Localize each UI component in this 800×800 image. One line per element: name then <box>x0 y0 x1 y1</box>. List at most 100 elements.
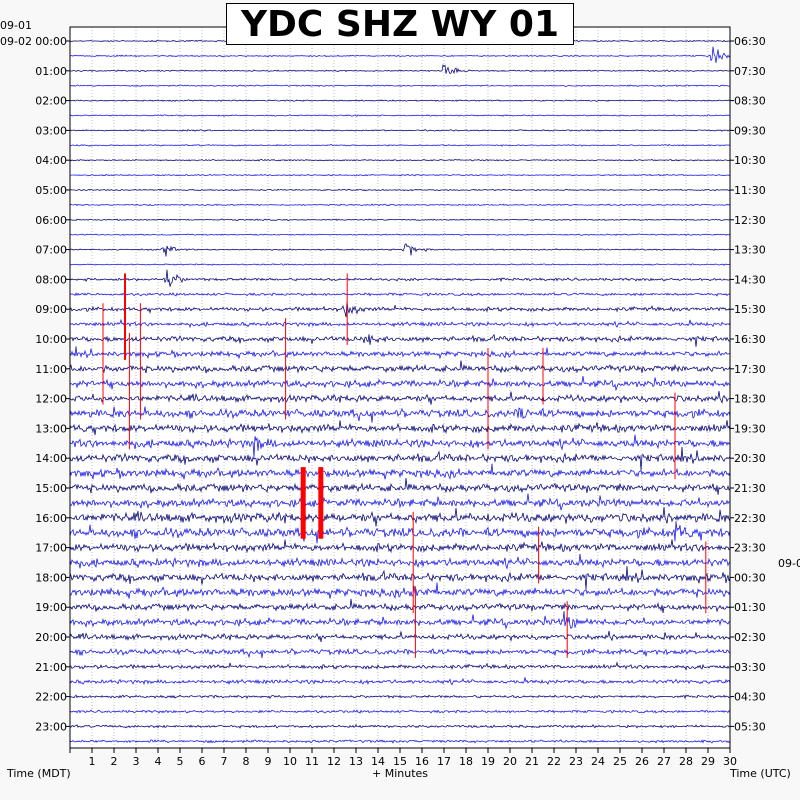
trace-line <box>69 292 731 297</box>
right-hour-label: 08:30 <box>734 95 766 108</box>
trace-line <box>69 493 731 511</box>
left-hour-label: 00:00 <box>35 35 67 48</box>
trace-line <box>69 521 731 544</box>
left-hour-label: 19:00 <box>35 601 67 614</box>
right-hour-label: 19:30 <box>734 422 766 435</box>
left-hour-label: 14:00 <box>35 452 67 465</box>
clip-mark <box>300 467 306 539</box>
right-hour-label: 07:30 <box>734 65 766 78</box>
right-hour-label: 20:30 <box>734 452 766 465</box>
left-hour-label: 01:00 <box>35 65 67 78</box>
x-tick-label: 28 <box>679 755 693 768</box>
trace-line <box>69 375 731 392</box>
trace-line <box>69 420 731 436</box>
trace-line <box>69 243 731 257</box>
x-tick-label: 15 <box>393 755 407 768</box>
x-tick-label: 21 <box>525 755 539 768</box>
left-hour-label: 16:00 <box>35 512 67 525</box>
right-date-rollover: 09-0 <box>778 557 800 570</box>
right-hour-label: 21:30 <box>734 482 766 495</box>
right-hour-label: 12:30 <box>734 214 766 227</box>
trace-line <box>69 739 731 744</box>
trace-line <box>69 99 731 102</box>
right-hour-label: 02:30 <box>734 631 766 644</box>
trace-line <box>69 610 731 630</box>
clip-mark <box>285 318 287 420</box>
trace-line <box>69 434 731 458</box>
x-tick-label: 6 <box>199 755 206 768</box>
clip-mark <box>566 601 568 658</box>
x-tick-label: 13 <box>349 755 363 768</box>
right-hour-label: 14:30 <box>734 273 766 286</box>
trace-line <box>69 333 731 347</box>
x-tick-label: 22 <box>547 755 561 768</box>
clip-mark <box>102 303 104 405</box>
clip-mark <box>412 511 414 614</box>
trace-line <box>69 390 731 405</box>
right-hour-label: 04:30 <box>734 691 766 704</box>
x-tick-label: 9 <box>265 755 272 768</box>
x-tick-label: 23 <box>569 755 583 768</box>
left-hour-label: 21:00 <box>35 661 67 674</box>
left-hour-label: 22:00 <box>35 691 67 704</box>
left-hour-label: 06:00 <box>35 214 67 227</box>
left-hour-label: 03:00 <box>35 124 67 137</box>
trace-line <box>69 539 731 554</box>
x-tick-label: 16 <box>415 755 429 768</box>
trace-line <box>69 129 731 132</box>
x-tick-label: 5 <box>177 755 184 768</box>
clip-mark <box>139 303 141 420</box>
left-hour-label: 20:00 <box>35 631 67 644</box>
trace-line <box>69 446 731 470</box>
left-axis-title: Time (MDT) <box>7 767 71 780</box>
x-tick-label: 24 <box>591 755 605 768</box>
clip-mark <box>487 347 489 450</box>
clip-mark <box>124 273 126 360</box>
title-box: YDC SHZ WY 01 <box>226 3 574 45</box>
trace-line <box>69 158 731 162</box>
trace-line <box>70 64 731 75</box>
x-tick-label: 19 <box>481 755 495 768</box>
x-tick-label: 3 <box>133 755 140 768</box>
x-tick-label: 29 <box>701 755 715 768</box>
x-tick-label: 30 <box>723 755 737 768</box>
trace-line <box>69 269 731 287</box>
clip-mark <box>538 526 540 584</box>
x-tick-label: 4 <box>155 755 162 768</box>
trace-line <box>69 301 731 318</box>
left-hour-label: 11:00 <box>35 363 67 376</box>
left-hour-label: 04:00 <box>35 154 67 167</box>
trace-line <box>69 566 731 590</box>
trace-line <box>69 507 731 527</box>
left-date-row0: 09-02 <box>0 35 32 48</box>
right-hour-label: 01:30 <box>734 601 766 614</box>
trace-line <box>69 406 731 423</box>
left-hour-label: 07:00 <box>35 244 67 257</box>
clip-mark <box>542 347 544 405</box>
trace-line <box>69 360 731 374</box>
trace-line <box>69 647 731 659</box>
trace-line <box>69 709 731 714</box>
clip-mark <box>674 392 676 480</box>
x-tick-label: 17 <box>437 755 451 768</box>
right-hour-label: 16:30 <box>734 333 766 346</box>
trace-line <box>69 114 730 117</box>
left-hour-label: 09:00 <box>35 303 67 316</box>
trace-line <box>69 346 731 360</box>
left-hour-label: 23:00 <box>35 720 67 733</box>
left-hour-label: 17:00 <box>35 542 67 555</box>
trace-line <box>69 724 731 729</box>
clip-mark <box>414 586 416 658</box>
clip-mark <box>346 273 348 345</box>
x-axis-label: + Minutes <box>372 767 429 780</box>
trace-line <box>69 203 731 207</box>
right-hour-label: 00:30 <box>734 571 766 584</box>
chart-title: YDC SHZ WY 01 <box>240 3 559 45</box>
trace-line <box>69 694 730 700</box>
right-hour-label: 15:30 <box>734 303 766 316</box>
left-hour-label: 02:00 <box>35 95 67 108</box>
x-tick-label: 18 <box>459 755 473 768</box>
right-hour-label: 13:30 <box>734 244 766 257</box>
trace-line <box>69 218 730 221</box>
